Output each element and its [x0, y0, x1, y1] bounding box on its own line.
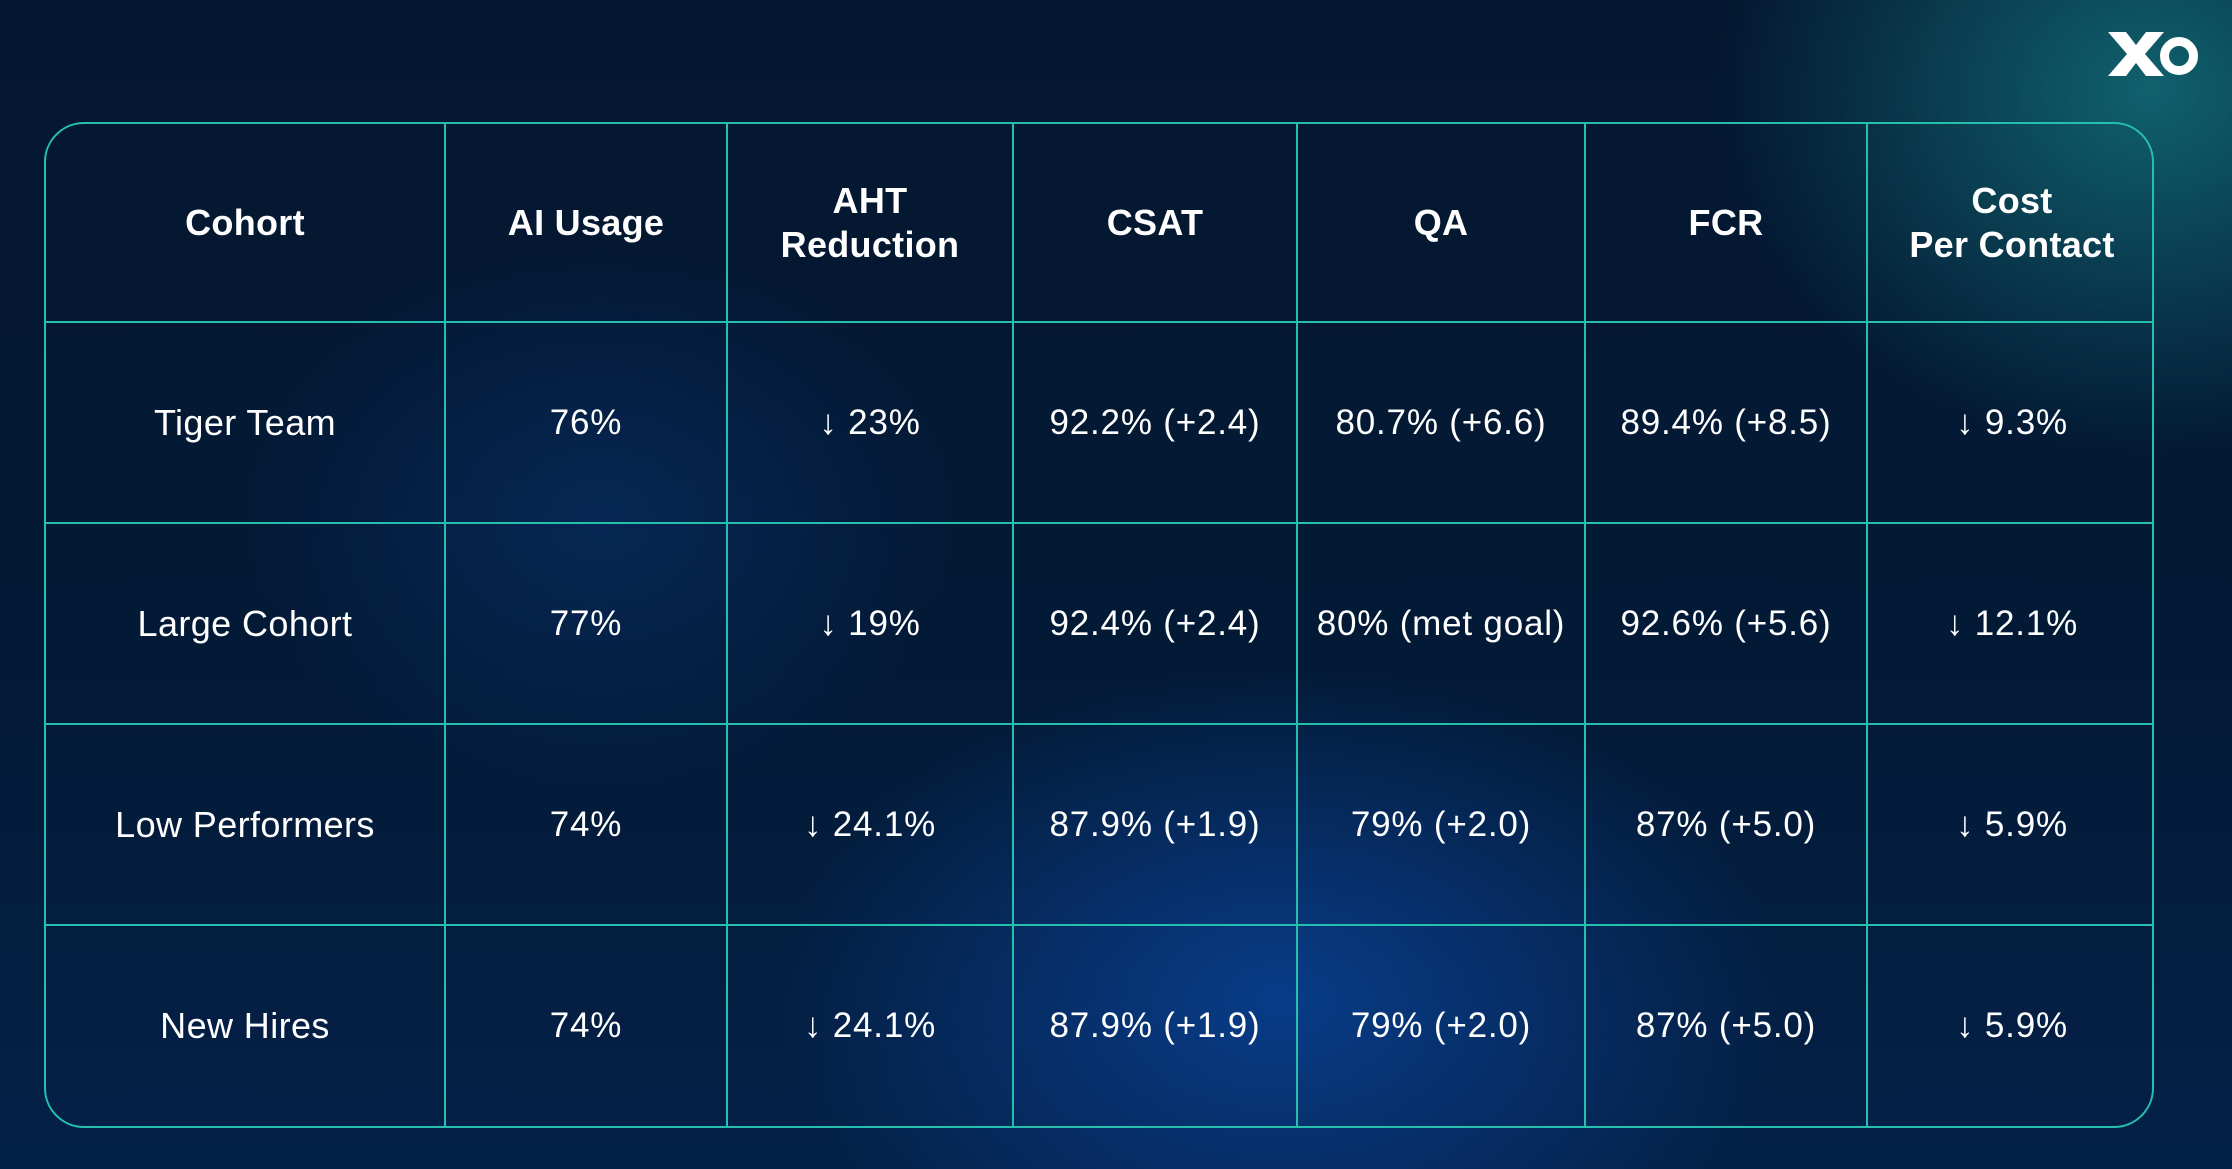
xo-logo: XO: [2108, 32, 2198, 76]
ai-usage-cell: 77%: [444, 522, 728, 725]
header-csat: CSAT: [1012, 124, 1298, 323]
csat-cell: 87.9% (+1.9): [1012, 924, 1298, 1126]
table-row: Low Performers 74% ↓ 24.1% 87.9% (+1.9) …: [46, 723, 2152, 926]
table-row: Tiger Team 76% ↓ 23% 92.2% (+2.4) 80.7% …: [46, 321, 2152, 524]
ai-usage-cell: 74%: [444, 924, 728, 1126]
header-qa: QA: [1296, 124, 1586, 323]
header-ai-usage: AI Usage: [444, 124, 728, 323]
qa-cell: 80.7% (+6.6): [1296, 321, 1586, 524]
qa-cell: 79% (+2.0): [1296, 723, 1586, 926]
header-cost-per-contact: Cost Per Contact: [1866, 124, 2152, 323]
aht-reduction-cell: ↓ 23%: [726, 321, 1014, 524]
csat-cell: 87.9% (+1.9): [1012, 723, 1298, 926]
cohort-cell: New Hires: [46, 924, 446, 1126]
cost-per-contact-cell: ↓ 5.9%: [1866, 723, 2152, 926]
cost-per-contact-cell: ↓ 12.1%: [1866, 522, 2152, 725]
cohort-cell: Large Cohort: [46, 522, 446, 725]
ai-usage-cell: 74%: [444, 723, 728, 926]
fcr-cell: 87% (+5.0): [1584, 723, 1868, 926]
ai-usage-cell: 76%: [444, 321, 728, 524]
fcr-cell: 92.6% (+5.6): [1584, 522, 1868, 725]
qa-cell: 80% (met goal): [1296, 522, 1586, 725]
csat-cell: 92.4% (+2.4): [1012, 522, 1298, 725]
aht-reduction-cell: ↓ 24.1%: [726, 924, 1014, 1126]
cohort-cell: Tiger Team: [46, 321, 446, 524]
aht-reduction-cell: ↓ 24.1%: [726, 723, 1014, 926]
table-row: Large Cohort 77% ↓ 19% 92.4% (+2.4) 80% …: [46, 522, 2152, 725]
logo-x-mark: [2108, 32, 2164, 76]
header-aht-reduction: AHT Reduction: [726, 124, 1014, 323]
cohort-metrics-table: Cohort AI Usage AHT Reduction CSAT QA FCR…: [44, 122, 2154, 1128]
header-row: Cohort AI Usage AHT Reduction CSAT QA FCR…: [46, 124, 2152, 323]
cohort-cell: Low Performers: [46, 723, 446, 926]
qa-cell: 79% (+2.0): [1296, 924, 1586, 1126]
metrics-table: Cohort AI Usage AHT Reduction CSAT QA FCR…: [46, 124, 2152, 1126]
header-cohort: Cohort: [46, 124, 446, 323]
cost-per-contact-cell: ↓ 5.9%: [1866, 924, 2152, 1126]
fcr-cell: 87% (+5.0): [1584, 924, 1868, 1126]
table-row: New Hires 74% ↓ 24.1% 87.9% (+1.9) 79% (…: [46, 924, 2152, 1126]
cost-per-contact-cell: ↓ 9.3%: [1866, 321, 2152, 524]
header-fcr: FCR: [1584, 124, 1868, 323]
logo-o-mark: [2160, 37, 2198, 75]
aht-reduction-cell: ↓ 19%: [726, 522, 1014, 725]
fcr-cell: 89.4% (+8.5): [1584, 321, 1868, 524]
csat-cell: 92.2% (+2.4): [1012, 321, 1298, 524]
